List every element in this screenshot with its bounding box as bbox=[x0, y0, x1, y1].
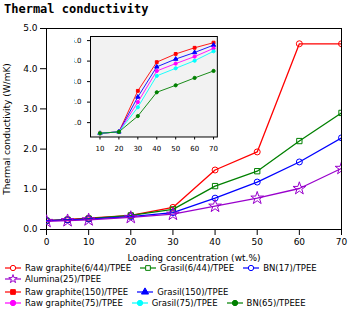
svg-text:50: 50 bbox=[251, 237, 263, 247]
svg-text:1.0: 1.0 bbox=[23, 184, 38, 194]
svg-text:0.0: 0.0 bbox=[23, 224, 38, 234]
svg-text:10: 10 bbox=[83, 237, 95, 247]
svg-text:0: 0 bbox=[44, 237, 50, 247]
svg-text:40: 40 bbox=[209, 237, 221, 247]
html-text:Alumina(25)/TPEE: Alumina(25)/TPEE bbox=[25, 274, 102, 284]
svg-text:50: 50 bbox=[171, 145, 180, 151]
svg-text:60: 60 bbox=[294, 237, 306, 247]
svg-text:40: 40 bbox=[153, 145, 162, 151]
svg-text:Loading concentration (wt.%): Loading concentration (wt.%) bbox=[128, 253, 261, 263]
html-text:BN(65)/TPEEE: BN(65)/TPEEE bbox=[246, 298, 306, 308]
html-text:Raw graphite(6/44)/TPEE: Raw graphite(6/44)/TPEE bbox=[25, 263, 131, 273]
html-text:Thermal conductivity: Thermal conductivity bbox=[4, 2, 149, 16]
svg-text:30: 30 bbox=[134, 145, 143, 151]
svg-text:70: 70 bbox=[209, 145, 218, 151]
html-text:BN(17)/TPEE: BN(17)/TPEE bbox=[263, 263, 317, 273]
svg-text:Thermal conductivity (W/mK): Thermal conductivity (W/mK) bbox=[2, 63, 12, 196]
svg-text:10: 10 bbox=[96, 145, 105, 151]
svg-text:70: 70 bbox=[336, 237, 348, 247]
svg-text:3.0: 3.0 bbox=[74, 78, 82, 86]
svg-text:20: 20 bbox=[125, 237, 137, 247]
html-text:Grasil(75)/TPEE: Grasil(75)/TPEE bbox=[151, 298, 218, 308]
svg-text:60: 60 bbox=[190, 145, 199, 151]
svg-text:5.0: 5.0 bbox=[23, 23, 38, 33]
svg-text:4.0: 4.0 bbox=[74, 57, 82, 65]
svg-text:3.0: 3.0 bbox=[23, 104, 38, 114]
svg-text:1.0: 1.0 bbox=[74, 119, 82, 127]
svg-text:5.0: 5.0 bbox=[74, 37, 82, 45]
svg-text:2.0: 2.0 bbox=[23, 144, 38, 154]
svg-text:2.0: 2.0 bbox=[74, 98, 82, 106]
html-text:Raw graphite(150)/TPEE: Raw graphite(150)/TPEE bbox=[25, 287, 129, 297]
svg-text:4.0: 4.0 bbox=[23, 64, 38, 74]
svg-text:20: 20 bbox=[115, 145, 124, 151]
svg-text:30: 30 bbox=[167, 237, 179, 247]
html-text:Grasil(6/44)/TPEE: Grasil(6/44)/TPEE bbox=[160, 263, 235, 273]
html-text:Grasil(150)/TPEE: Grasil(150)/TPEE bbox=[157, 287, 229, 297]
html-text:Raw graphite(75)/TPEE: Raw graphite(75)/TPEE bbox=[25, 298, 123, 308]
